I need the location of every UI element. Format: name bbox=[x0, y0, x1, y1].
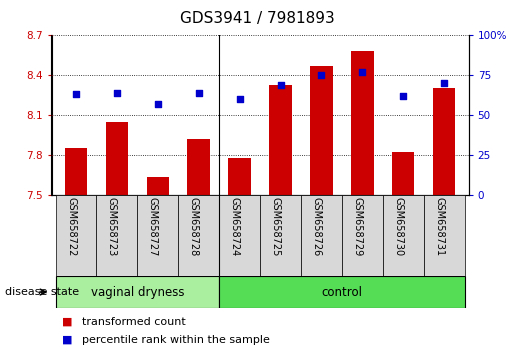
FancyBboxPatch shape bbox=[219, 276, 465, 308]
Text: GSM658725: GSM658725 bbox=[270, 197, 281, 257]
FancyBboxPatch shape bbox=[96, 195, 138, 276]
Bar bbox=[106, 122, 128, 195]
FancyBboxPatch shape bbox=[178, 195, 219, 276]
FancyBboxPatch shape bbox=[56, 195, 96, 276]
Bar bbox=[351, 51, 373, 195]
Bar bbox=[310, 66, 333, 195]
Text: percentile rank within the sample: percentile rank within the sample bbox=[82, 335, 270, 345]
Text: GSM658727: GSM658727 bbox=[148, 197, 158, 257]
Text: ■: ■ bbox=[62, 335, 72, 345]
FancyBboxPatch shape bbox=[301, 195, 342, 276]
Text: control: control bbox=[321, 286, 363, 298]
FancyBboxPatch shape bbox=[383, 195, 424, 276]
Text: GSM658723: GSM658723 bbox=[107, 197, 117, 256]
Text: GSM658724: GSM658724 bbox=[230, 197, 239, 256]
Bar bbox=[269, 85, 292, 195]
Bar bbox=[187, 139, 210, 195]
Text: GSM658728: GSM658728 bbox=[188, 197, 199, 256]
Bar bbox=[392, 152, 415, 195]
FancyBboxPatch shape bbox=[260, 195, 301, 276]
Bar bbox=[228, 158, 251, 195]
Point bbox=[440, 80, 448, 86]
Point bbox=[358, 69, 367, 75]
Point bbox=[235, 96, 244, 102]
FancyBboxPatch shape bbox=[342, 195, 383, 276]
Text: vaginal dryness: vaginal dryness bbox=[91, 286, 184, 298]
Text: disease state: disease state bbox=[5, 287, 79, 297]
FancyBboxPatch shape bbox=[219, 195, 260, 276]
Point bbox=[399, 93, 407, 99]
Bar bbox=[65, 148, 87, 195]
Point bbox=[195, 90, 203, 96]
Text: GSM658722: GSM658722 bbox=[66, 197, 76, 257]
FancyBboxPatch shape bbox=[424, 195, 465, 276]
Point bbox=[317, 72, 325, 78]
Bar bbox=[147, 177, 169, 195]
Text: GSM658730: GSM658730 bbox=[393, 197, 403, 256]
Point bbox=[72, 92, 80, 97]
Text: ■: ■ bbox=[62, 317, 72, 327]
Bar bbox=[433, 88, 455, 195]
Text: GSM658729: GSM658729 bbox=[352, 197, 363, 256]
Point bbox=[113, 90, 121, 96]
Point bbox=[277, 82, 285, 87]
FancyBboxPatch shape bbox=[56, 276, 219, 308]
Text: GSM658726: GSM658726 bbox=[312, 197, 321, 256]
Text: transformed count: transformed count bbox=[82, 317, 186, 327]
Text: GDS3941 / 7981893: GDS3941 / 7981893 bbox=[180, 11, 335, 25]
FancyBboxPatch shape bbox=[138, 195, 178, 276]
Point bbox=[153, 101, 162, 107]
Text: GSM658731: GSM658731 bbox=[434, 197, 444, 256]
